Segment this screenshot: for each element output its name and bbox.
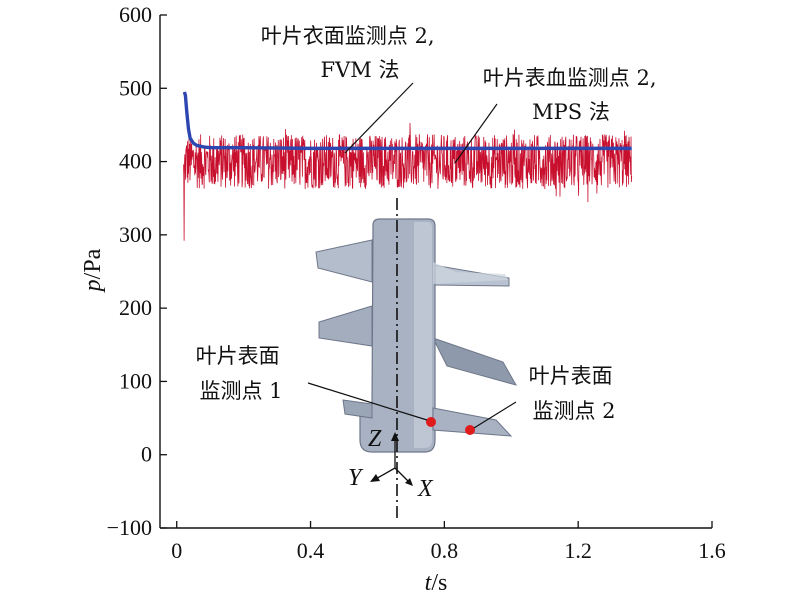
annotation-point-2-line2: 监测点 2: [532, 399, 615, 423]
x-tick-label: 0.8: [431, 538, 459, 563]
annotation-mps-line1: 叶片表血监测点 2,: [483, 66, 657, 90]
y-tick-label: 500: [119, 75, 152, 100]
y-axis-label-var: p: [80, 279, 106, 293]
coord-y-label: Y: [348, 465, 364, 491]
monitor-point-1-marker: [426, 417, 436, 427]
leader-point-2: [473, 401, 517, 429]
monitor-point-2-marker: [465, 425, 475, 435]
annotation-fvm-line2: FVM 法: [321, 58, 400, 82]
coord-z-label: Z: [368, 426, 382, 452]
annotation-point-1: 叶片表面 监测点 1: [196, 344, 287, 403]
blade-fin-mid-left: [318, 305, 373, 347]
blade-model-illustration: Z Y X: [315, 198, 518, 518]
leader-point-1: [307, 382, 428, 421]
x-axis-label-var: t: [425, 570, 433, 596]
y-tick-label: 0: [141, 442, 152, 467]
blade-fin-mid-right: [432, 337, 518, 386]
annotation-point-2-line1: 叶片表面: [529, 364, 613, 388]
blade-shaft-face: [414, 222, 432, 448]
x-axis-label-unit: /s: [431, 570, 447, 596]
annotation-leaders: [307, 82, 517, 429]
coord-y-arrowhead: [370, 474, 380, 482]
annotation-mps: 叶片表血监测点 2, MPS 法: [483, 66, 663, 124]
axis-tick-labels: 0 0.4 0.8 1.2 1.6 −100 0 100 200 300 400 500 600: [107, 2, 726, 563]
annotation-mps-line2: MPS 法: [532, 100, 610, 124]
blade-fin-top-left: [315, 239, 373, 283]
y-tick-label: 600: [119, 2, 152, 27]
y-tick-label: 400: [119, 149, 152, 174]
annotation-fvm: 叶片衣面监测点 2, FVM 法: [261, 24, 441, 82]
coord-z-arrowhead: [391, 432, 399, 441]
x-tick-label: 1.2: [564, 538, 592, 563]
coord-x-arrowhead: [405, 478, 413, 486]
blade-bottom-plate: [342, 399, 373, 419]
plot-frame: [159, 15, 712, 529]
y-axis-label: p/Pa: [80, 248, 106, 293]
y-tick-label: −100: [107, 515, 152, 540]
y-axis-label-unit: /Pa: [80, 248, 106, 279]
series-layer: [182, 91, 633, 241]
x-tick-label: 0: [171, 538, 182, 563]
x-tick-label: 0.4: [297, 538, 325, 563]
annotation-point-1-line2: 监测点 1: [199, 379, 282, 403]
coord-x-label: X: [417, 476, 434, 502]
blade-top-fin-face: [433, 262, 508, 284]
x-tick-label: 1.6: [698, 538, 726, 563]
y-tick-label: 100: [119, 368, 152, 393]
series-fvm-line: [182, 91, 632, 151]
annotation-point-2: 叶片表面 监测点 2: [529, 364, 620, 423]
series-mps-line: [183, 122, 633, 241]
leader-mps: [454, 103, 498, 164]
y-tick-label: 300: [119, 222, 152, 247]
x-axis-label: t/s: [425, 570, 448, 596]
axis-ticks: [160, 14, 713, 529]
y-tick-label: 200: [119, 295, 152, 320]
leader-fvm: [344, 82, 414, 154]
annotation-point-1-line1: 叶片表面: [196, 344, 280, 368]
annotation-fvm-line1: 叶片衣面监测点 2,: [261, 24, 435, 48]
